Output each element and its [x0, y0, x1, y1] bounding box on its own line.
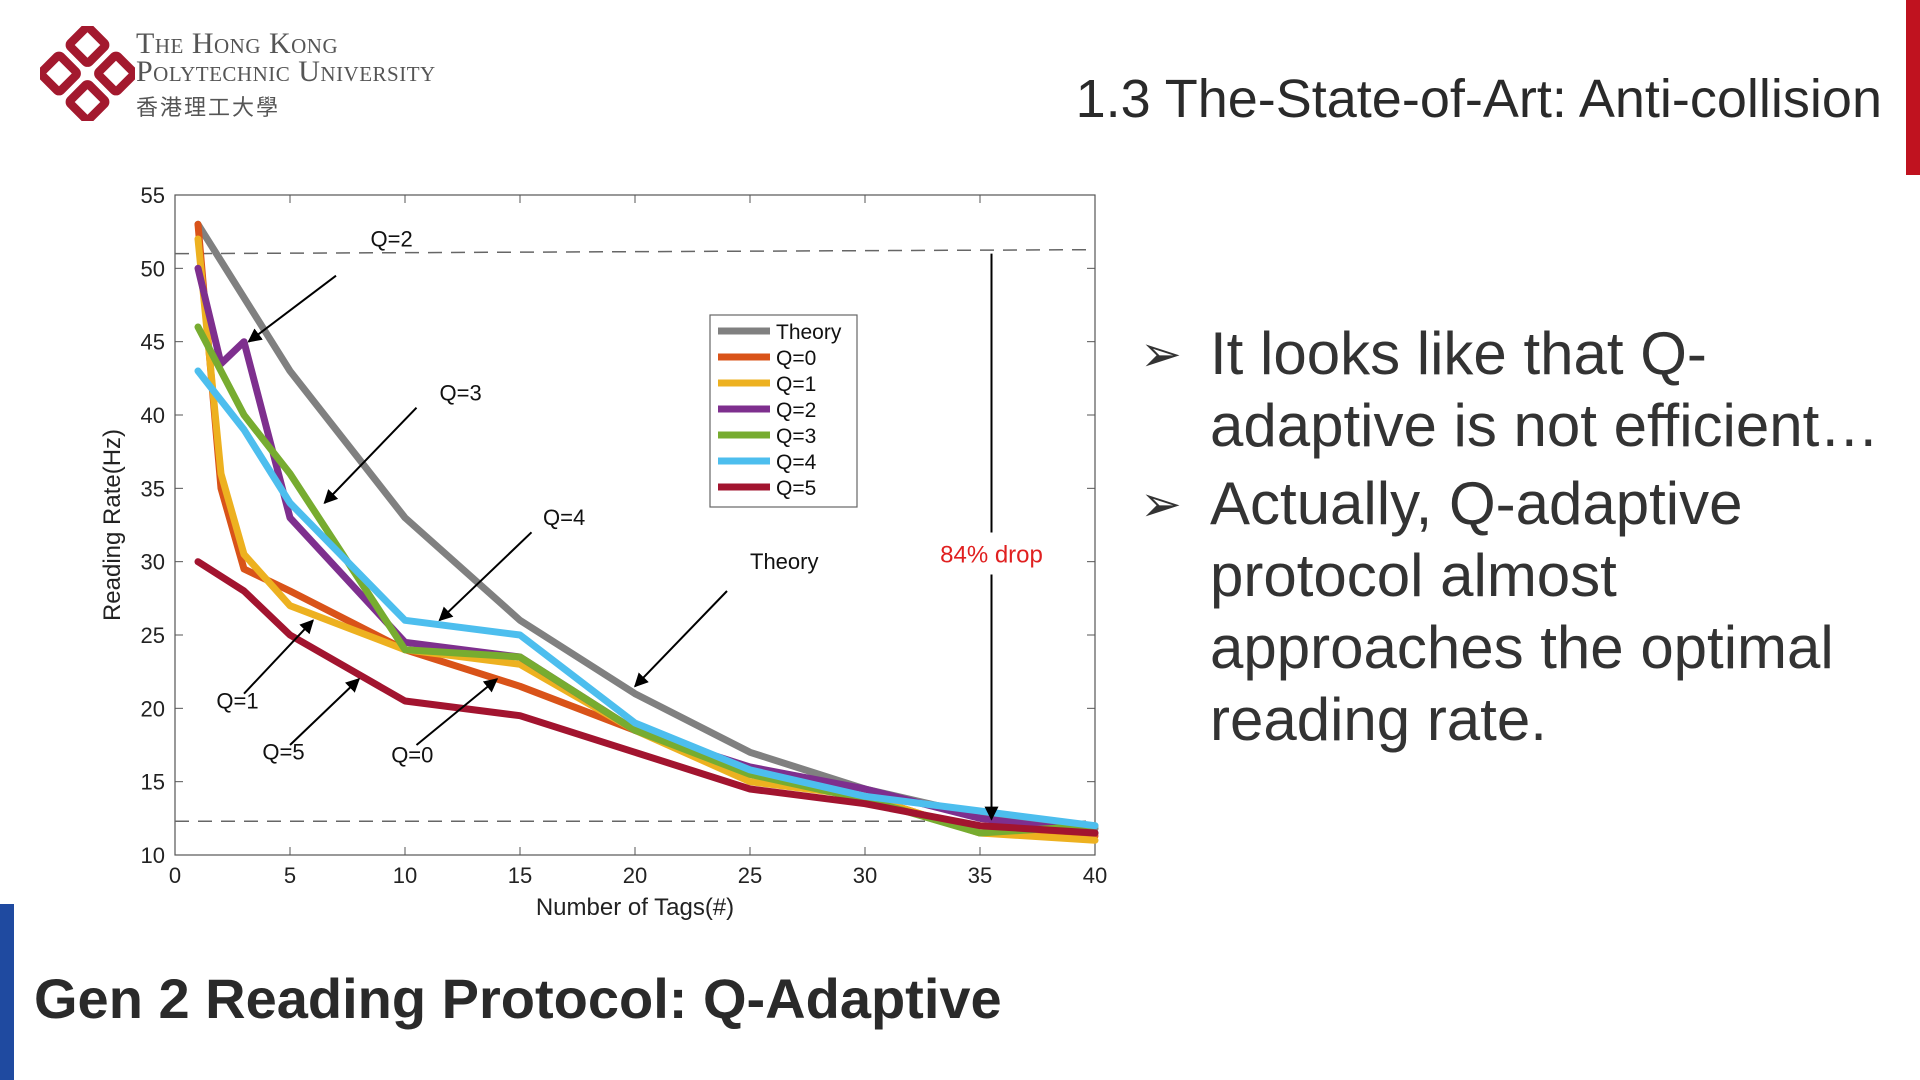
accent-bar-right: [1906, 0, 1920, 175]
bullet-item: ➢ It looks like that Q-adaptive is not e…: [1140, 318, 1900, 462]
drop-label: 84% drop: [940, 541, 1043, 568]
annotation-arrow: [438, 531, 533, 622]
y-tick-label: 55: [141, 183, 165, 208]
annotation-label: Q=2: [371, 226, 413, 251]
bullet-text: Actually, Q-adaptive protocol almost app…: [1210, 470, 1834, 753]
legend-label: Q=3: [776, 425, 816, 448]
arrow-bullet-icon: ➢: [1140, 326, 1182, 382]
y-tick-label: 25: [141, 623, 165, 648]
series-line-q4: [194, 367, 1099, 830]
bullet-list: ➢ It looks like that Q-adaptive is not e…: [1140, 318, 1900, 762]
annotation-arrow: [634, 590, 728, 688]
logo-line-3: 香港理工大學: [136, 96, 281, 121]
annotation-label: Theory: [750, 549, 818, 574]
logo-line-1: The Hong Kong: [136, 27, 339, 60]
y-axis-label: Reading Rate(Hz): [99, 429, 126, 621]
annotation-arrow: [289, 678, 361, 746]
annotation-arrow: [243, 619, 314, 695]
x-tick-label: 25: [738, 863, 762, 888]
plot-area: [174, 194, 1096, 856]
y-tick-label: 40: [141, 403, 165, 428]
x-tick-label: 20: [623, 863, 647, 888]
legend-label: Theory: [776, 321, 842, 344]
logo-text: The Hong Kong Polytechnic University 香港理…: [136, 27, 436, 122]
y-tick-label: 50: [141, 256, 165, 281]
x-tick-label: 10: [393, 863, 417, 888]
annotation-label: Q=4: [543, 505, 585, 530]
reading-rate-chart: 0 5 10 15 20 25 30 35 40 10 15 20 25 30 35 40 45 50 55 Numb…: [99, 183, 1107, 921]
annotation-label: Q=3: [440, 380, 482, 405]
annotation-label: Q=5: [262, 740, 304, 765]
reference-line: [174, 248, 1096, 255]
annotation-arrow: [323, 406, 418, 505]
y-tick-label: 10: [141, 843, 165, 868]
legend-label: Q=0: [776, 347, 816, 370]
y-tick-label: 45: [141, 330, 165, 355]
university-emblem-icon: [40, 26, 135, 121]
slide-footer-title: Gen 2 Reading Protocol: Q-Adaptive: [34, 967, 1002, 1030]
x-tick-label: 0: [169, 863, 181, 888]
series-line-q5: [194, 558, 1099, 837]
legend-label: Q=5: [776, 477, 816, 500]
x-axis-label: Number of Tags(#): [536, 894, 734, 921]
arrow-bullet-icon: ➢: [1140, 476, 1182, 532]
y-tick-label: 30: [141, 550, 165, 575]
x-tick-label: 15: [508, 863, 532, 888]
annotation-label: Q=0: [391, 743, 433, 768]
bullet-text: It looks like that Q-adaptive is not eff…: [1210, 320, 1880, 459]
annotation-arrow: [247, 274, 337, 343]
slide-title: 1.3 The-State-of-Art: Anti-collision: [1075, 69, 1882, 129]
legend-label: Q=1: [776, 373, 816, 396]
x-tick-label: 40: [1083, 863, 1107, 888]
annotation-label: Q=1: [216, 688, 258, 713]
x-tick-label: 35: [968, 863, 992, 888]
legend-label: Q=4: [776, 451, 817, 474]
accent-bar-left: [0, 904, 14, 1080]
y-tick-label: 35: [141, 476, 165, 501]
annotation-arrow: [415, 678, 499, 746]
logo-line-2: Polytechnic University: [136, 55, 436, 88]
x-tick-label: 30: [853, 863, 877, 888]
university-logo: The Hong Kong Polytechnic University 香港理…: [40, 26, 540, 121]
y-tick-label: 15: [141, 770, 165, 795]
x-tick-label: 5: [284, 863, 296, 888]
y-tick-label: 20: [141, 696, 165, 721]
legend-label: Q=2: [776, 399, 816, 422]
bullet-item: ➢ Actually, Q-adaptive protocol almost a…: [1140, 468, 1900, 756]
